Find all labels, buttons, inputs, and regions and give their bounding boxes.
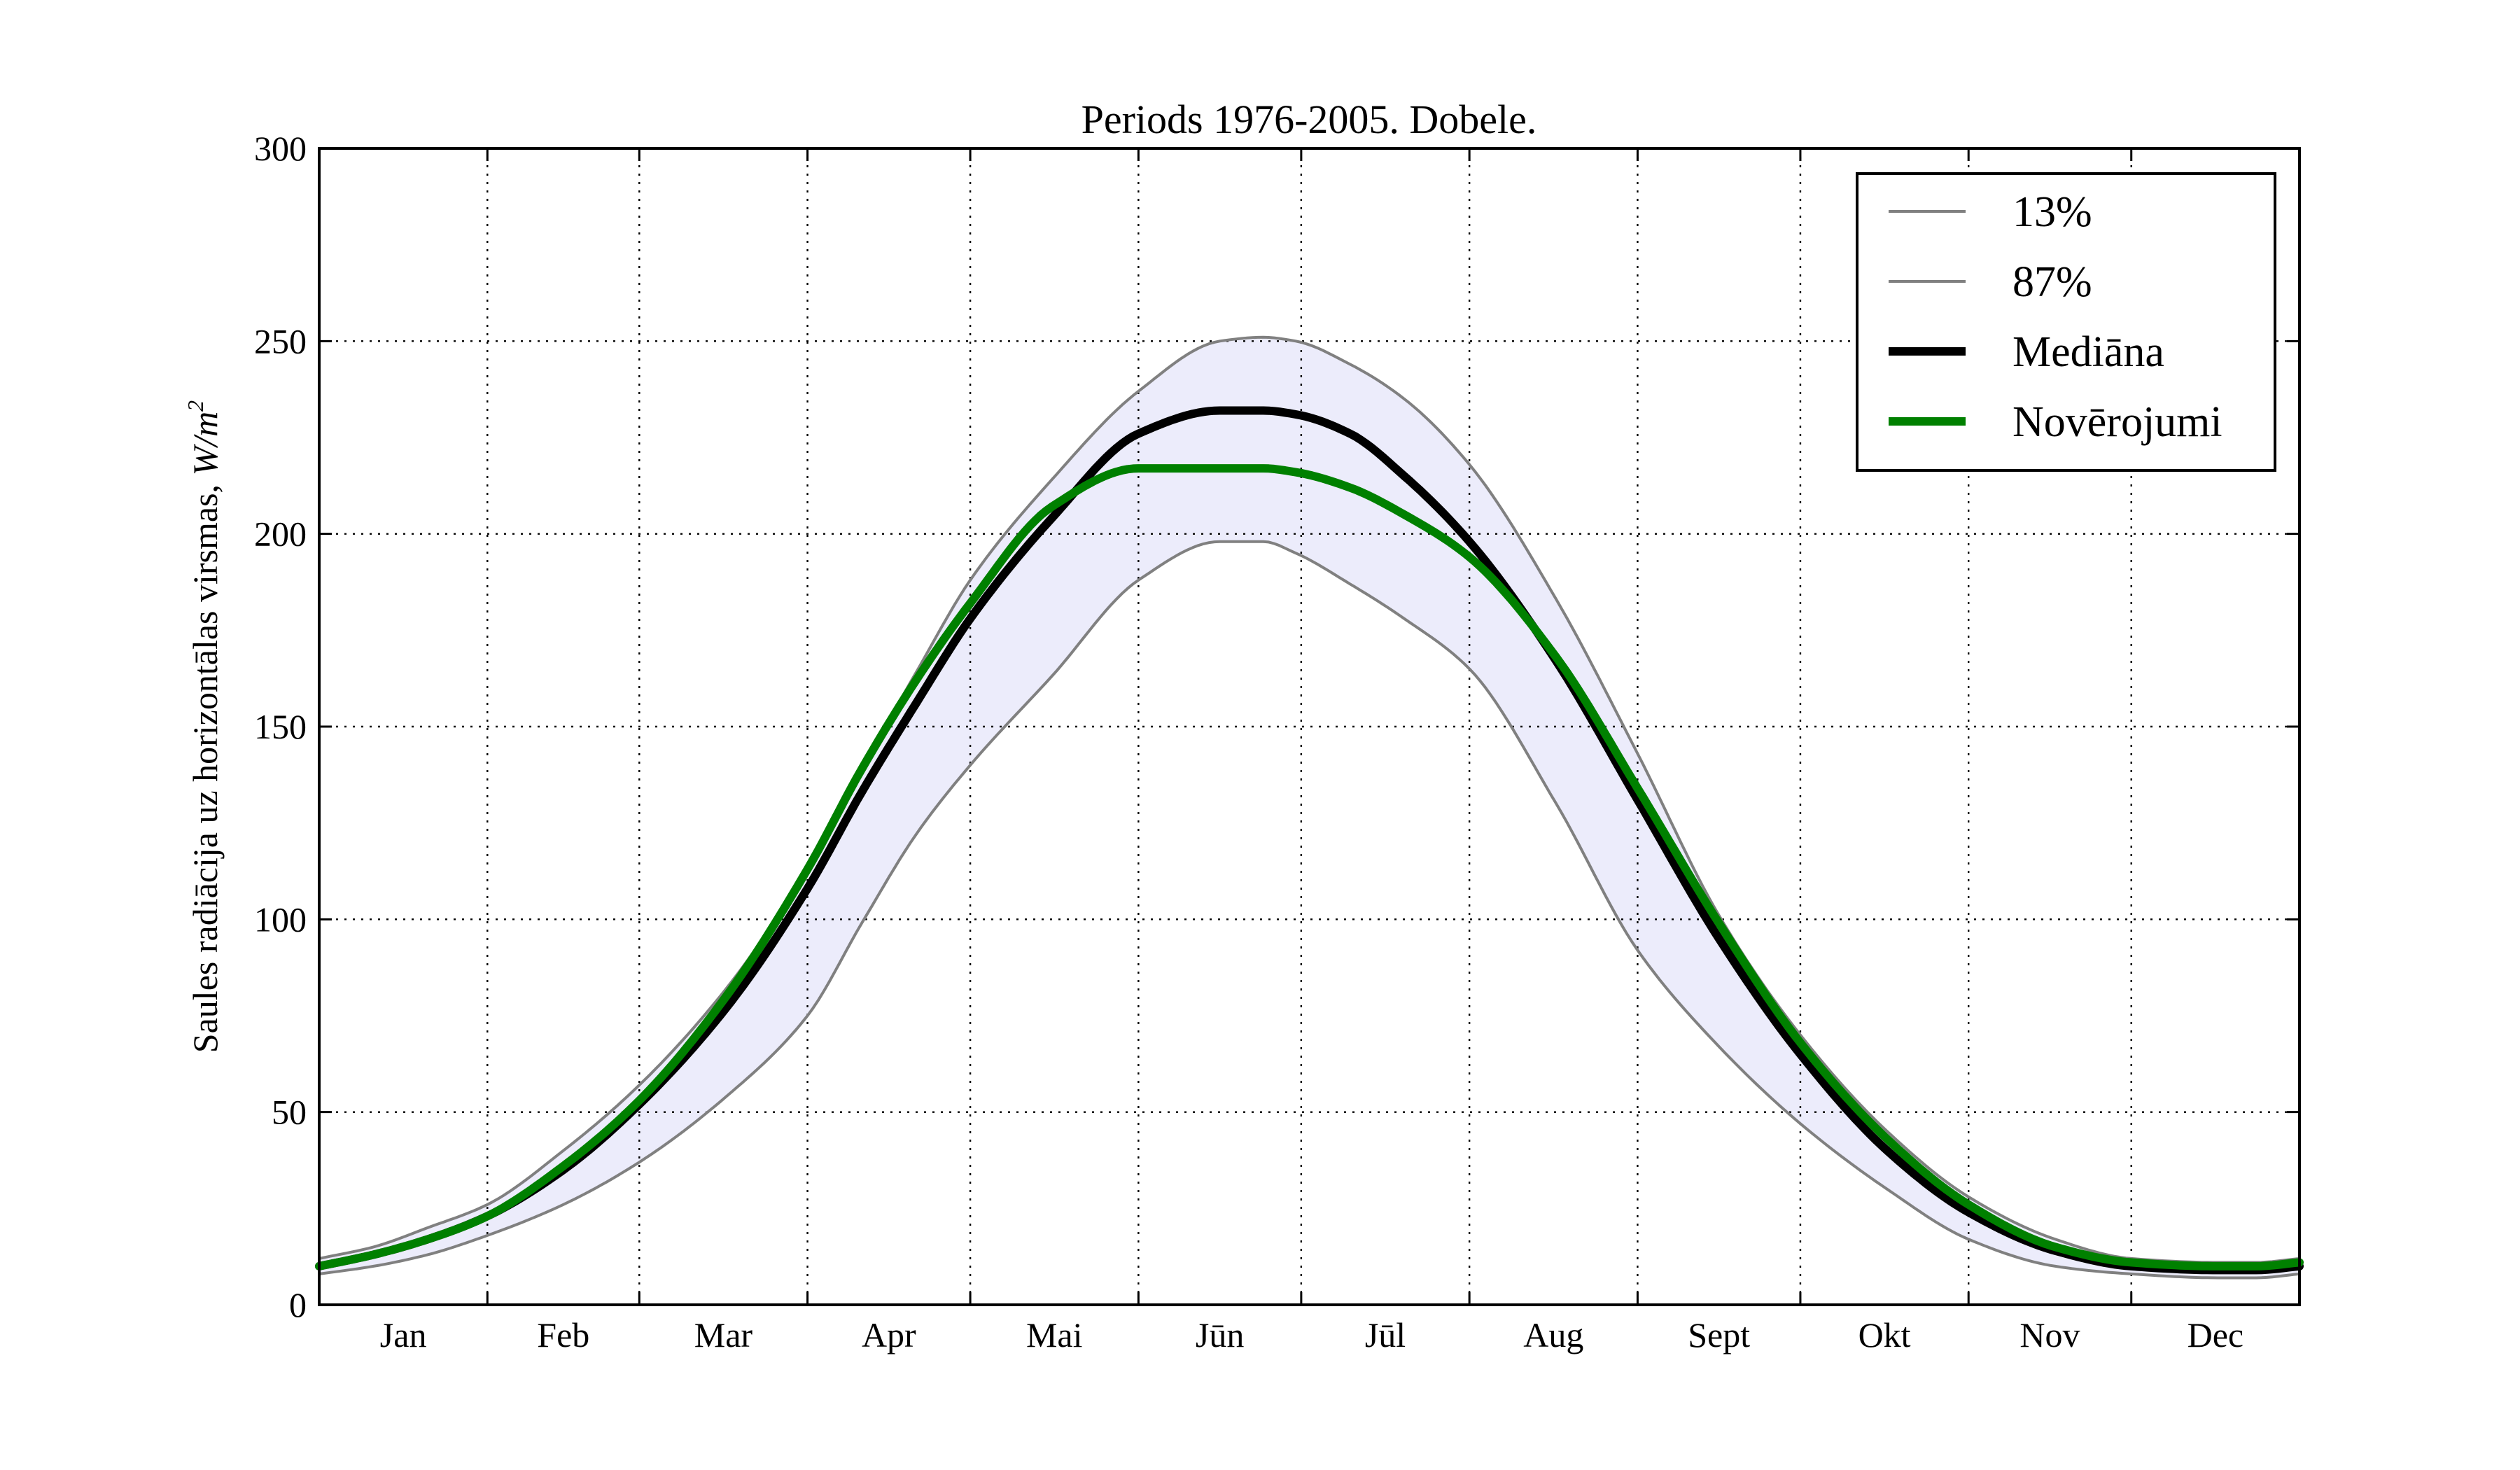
x-tick-label: Jan [380,1315,427,1354]
x-tick-label: Mai [1026,1315,1083,1354]
x-tick-label: Apr [862,1315,916,1354]
y-tick-label: 200 [254,514,307,554]
y-axis-label-unit-exponent: 2 [183,400,208,412]
x-tick-label: Jūn [1196,1315,1244,1354]
y-tick-label: 100 [254,899,307,939]
x-tick-label: Dec [2188,1315,2244,1354]
y-tick-label: 150 [254,707,307,746]
legend: 13% 87% Mediāna Novērojumi [1856,172,2276,472]
x-tick-label: Feb [537,1315,589,1354]
y-tick-label: 300 [254,129,307,168]
series-line-1 [318,540,2301,1280]
chart-title: Periods 1976-2005. Dobele. [1082,97,1537,142]
series-layer [315,335,2304,1280]
tick-layer [319,147,2300,1306]
y-axis-label: Saules radiācija uz horizontālas virsmas… [183,400,225,1053]
x-tick-label: Sept [1688,1315,1750,1354]
y-tick-label: 50 [272,1093,307,1132]
series-line-4 [315,464,2304,1270]
y-tick-label: 0 [289,1285,307,1324]
y-axis-label-unit: W/m [186,412,225,476]
y-tick-labels: 0 50 100 150 200 250 300 [254,129,307,1324]
y-axis-label-text: Saules radiācija uz horizontālas virsmas… [186,475,225,1053]
legend-label: 13% [2012,188,2092,236]
legend-label: Mediāna [2012,328,2164,376]
x-tick-label: Nov [2019,1315,2080,1354]
x-tick-label: Jūl [1365,1315,1406,1354]
legend-entries: 13% 87% Mediāna Novērojumi [1889,188,2222,446]
legend-label: Novērojumi [2012,398,2222,446]
y-tick-label: 250 [254,321,307,360]
legend-label: 87% [2012,258,2092,306]
x-tick-label: Aug [1523,1315,1583,1354]
x-tick-labels: Jan Feb Mar Apr Mai Jūn Jūl Aug Sept Okt Nov Dec [380,1315,2244,1354]
x-tick-label: Okt [1858,1315,1911,1354]
x-tick-label: Mar [694,1315,753,1354]
series-line-2 [318,335,2301,1264]
